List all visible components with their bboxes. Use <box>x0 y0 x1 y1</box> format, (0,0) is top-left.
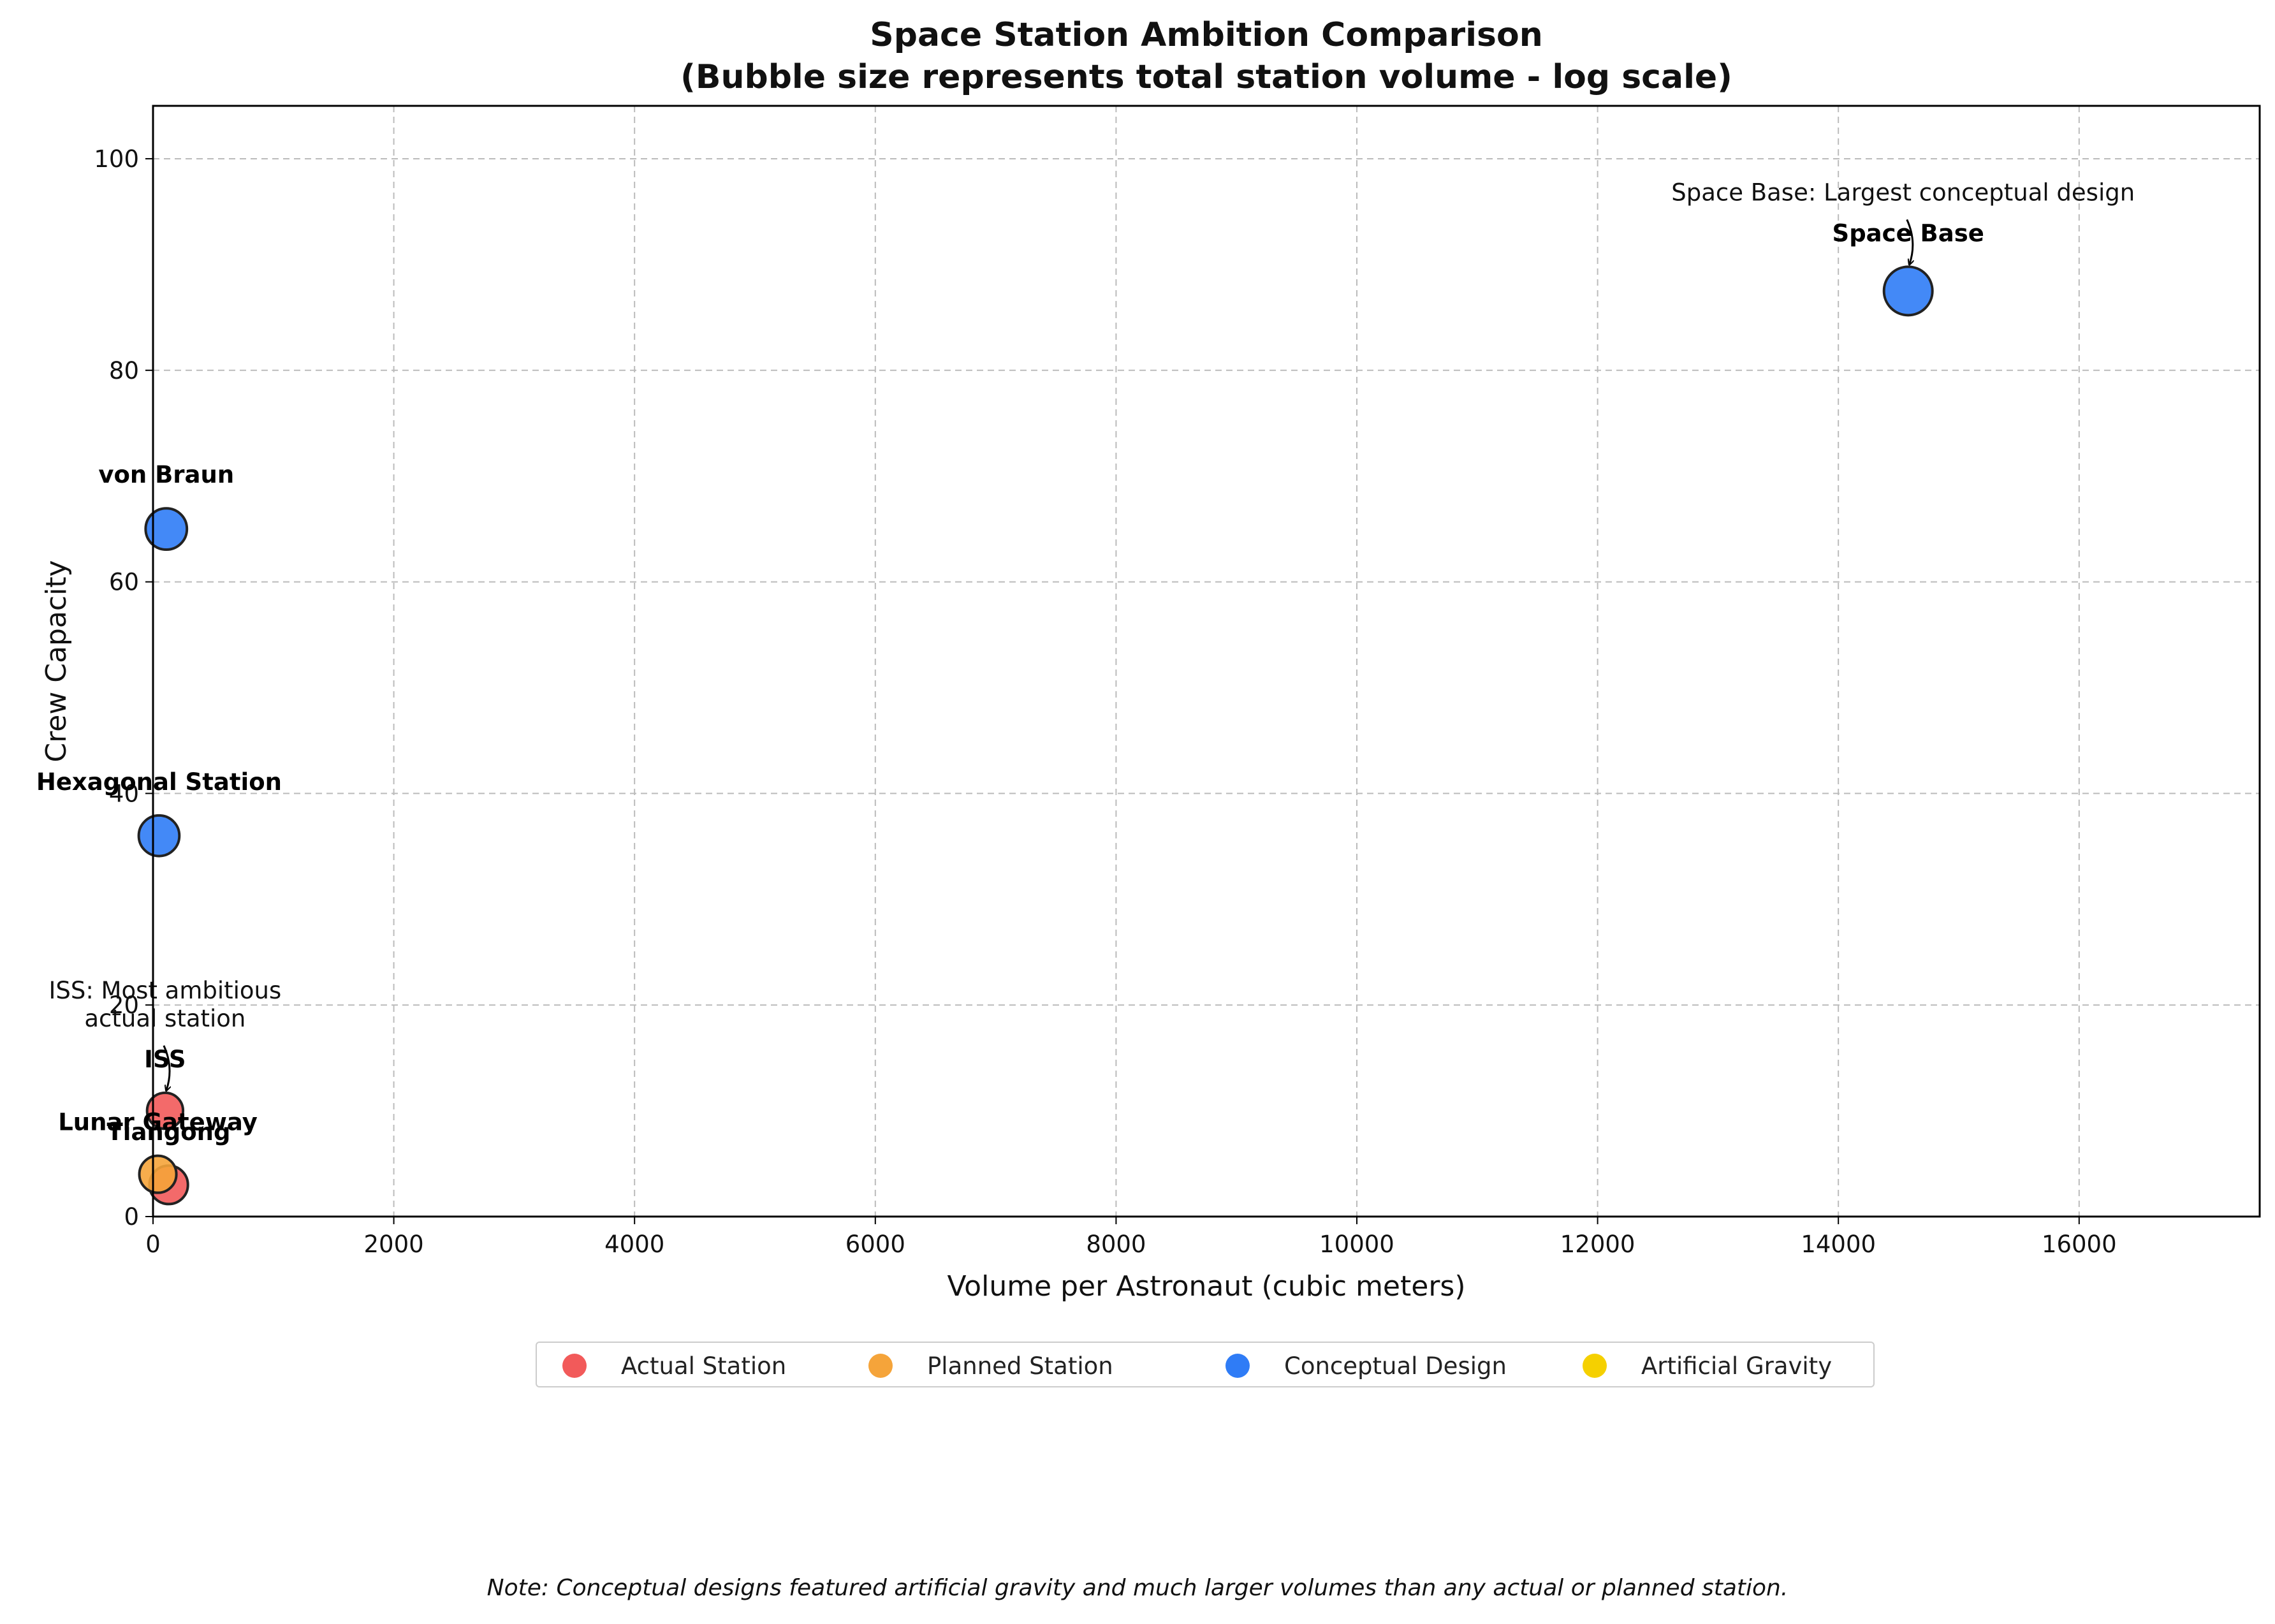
y-axis-label: Crew Capacity <box>40 560 73 762</box>
legend: Actual Station Planned Station Conceptual … <box>536 1342 1875 1387</box>
chart-subtitle: (Bubble size represents total station vo… <box>680 58 1732 96</box>
x-axis-label: Volume per Astronaut (cubic meters) <box>947 1270 1465 1303</box>
point-layer <box>137 265 1934 1206</box>
y-tick-label: 60 <box>109 569 139 596</box>
y-tick-label: 100 <box>94 145 139 173</box>
data-point <box>137 814 181 858</box>
y-tick-label: 40 <box>109 780 139 807</box>
data-point <box>138 1154 178 1194</box>
annotation-text: ISS: Most ambitious actual station <box>48 977 281 1032</box>
legend-item: Planned Station <box>868 1343 1113 1389</box>
y-tick-label: 20 <box>109 991 139 1019</box>
annotation-arrow <box>163 1045 170 1090</box>
data-point <box>145 1091 185 1130</box>
point-label: Lunar Gateway <box>58 1109 258 1136</box>
chart-title: Space Station Ambition Comparison <box>870 16 1542 54</box>
plot-frame <box>152 105 2261 1218</box>
x-tick-label: 4000 <box>604 1231 664 1258</box>
legend-marker <box>1583 1354 1607 1378</box>
legend-item: Actual Station <box>562 1343 786 1389</box>
annotation-arrow <box>1906 219 1913 264</box>
legend-item: Conceptual Design <box>1225 1343 1507 1389</box>
x-tick-label: 12000 <box>1560 1231 1635 1258</box>
data-point <box>144 507 189 552</box>
legend-label: Planned Station <box>927 1352 1113 1380</box>
y-tick-label: 80 <box>109 357 139 384</box>
x-tick-label: 0 <box>145 1231 161 1258</box>
x-tick-label: 16000 <box>2042 1231 2117 1258</box>
legend-marker <box>562 1354 587 1378</box>
point-label: Tiangong <box>107 1118 231 1146</box>
x-tick-label: 14000 <box>1801 1231 1876 1258</box>
footnote: Note: Conceptual designs featured artifi… <box>486 1575 1789 1601</box>
legend-item: Artificial Gravity <box>1583 1343 1832 1389</box>
x-tick-label: 6000 <box>845 1231 905 1258</box>
y-tick-label: 0 <box>124 1203 139 1231</box>
point-label: Hexagonal Station <box>36 768 282 796</box>
grid-layer <box>152 106 2260 1217</box>
legend-label: Artificial Gravity <box>1641 1352 1832 1380</box>
legend-marker <box>868 1354 893 1378</box>
annotation-text: Space Base: Largest conceptual design <box>1671 179 2135 206</box>
legend-label: Conceptual Design <box>1284 1352 1507 1380</box>
x-tick-label: 10000 <box>1319 1231 1394 1258</box>
legend-marker <box>1225 1354 1250 1378</box>
x-tick-label: 2000 <box>364 1231 424 1258</box>
tick-layer: 0 2000 4000 6000 8000 10000 12000 14000 16000 0 20… <box>94 145 2116 1258</box>
legend-label: Actual Station <box>621 1352 787 1380</box>
point-label: von Braun <box>98 461 234 488</box>
data-point <box>1882 265 1934 317</box>
x-tick-label: 8000 <box>1086 1231 1146 1258</box>
